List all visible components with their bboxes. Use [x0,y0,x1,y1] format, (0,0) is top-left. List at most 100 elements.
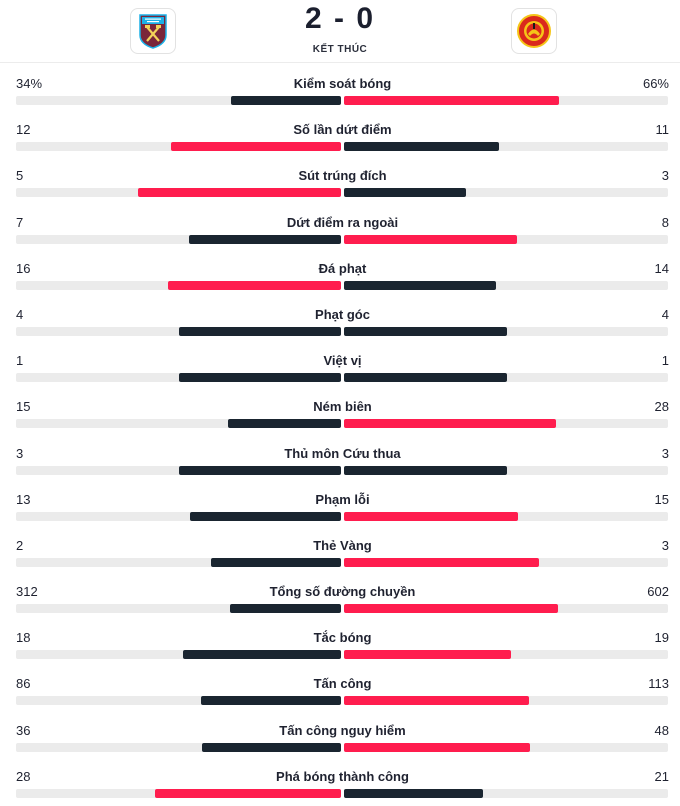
away-stat-bar [344,373,507,383]
stat-label: Dứt điểm ra ngoài [286,214,399,230]
home-stat-track [16,696,341,706]
stat-row: 2 Thẻ Vàng 3 [0,528,680,574]
away-stat-value: 11 [655,122,670,138]
away-stat-value: 19 [654,630,669,646]
stat-row: 36 Tấn công nguy hiểm 48 [0,713,680,759]
home-stat-value: 18 [16,630,31,646]
away-stat-value: 4 [661,306,669,322]
away-stat-bar [344,188,466,198]
away-stat-bar [344,234,518,244]
stat-row: 16 Đá phạt 14 [0,251,680,297]
stat-label: Ném biên [313,399,372,415]
home-stat-bar [227,419,341,429]
stat-row: 18 Tắc bóng 19 [0,620,680,666]
home-stat-bar [171,142,341,152]
away-stat-bar [344,326,507,336]
home-stat-bar [178,465,341,475]
away-stat-value: 15 [654,491,669,507]
west-ham-crest-icon [139,14,167,49]
stat-label: Phạt góc [315,306,370,322]
stat-row: 5 Sút trúng đích 3 [0,158,680,204]
stat-label: Kiểm soát bóng [293,76,392,91]
away-stat-value: 48 [654,722,669,738]
away-stat-track [344,373,668,383]
home-stat-value: 13 [16,491,31,507]
home-stat-track [16,557,341,567]
home-stat-bar [189,234,341,244]
away-stat-bar [344,511,519,521]
stats-list: 34% Kiểm soát bóng 66% 12 Số lần dứt điểm 11 5… [0,66,680,805]
away-stat-value: 113 [648,676,669,692]
stat-row: 1 Việt vị 1 [0,343,680,389]
home-stat-track [16,326,341,336]
away-stat-track [344,557,668,567]
stat-row: 15 Ném biên 28 [0,389,680,435]
home-stat-bar [167,280,341,290]
stat-label: Thẻ Vàng [313,537,372,553]
away-stat-track [344,788,668,798]
home-stat-bar [182,650,341,660]
home-stat-bar [201,742,341,752]
home-stat-track [16,650,341,660]
away-stat-value: 602 [647,584,669,600]
home-stat-value: 312 [16,584,38,600]
match-header: 2 - 0 KẾT THÚC [0,0,680,63]
away-stat-value: 66% [642,76,669,91]
home-stat-value: 86 [16,676,31,692]
stat-label: Số lần dứt điểm [293,122,392,138]
away-stat-track [344,234,668,244]
stat-label: Phạm lỗi [315,491,370,507]
away-stat-bar [344,142,500,152]
stat-row: 34% Kiểm soát bóng 66% [0,66,680,112]
stat-row: 12 Số lần dứt điểm 11 [0,112,680,158]
stat-label: Đá phạt [318,260,367,276]
home-stat-value: 4 [16,306,24,322]
away-stat-track [344,511,668,521]
away-stat-track [344,419,668,429]
home-stat-bar [137,188,341,198]
away-stat-bar [344,96,559,105]
match-score: 2 - 0 [304,2,376,35]
home-stat-track [16,465,341,475]
home-stat-bar [230,604,341,614]
home-stat-value: 28 [16,768,31,784]
home-stat-value: 36 [16,722,31,738]
away-stat-track [344,650,668,660]
home-stat-value: 7 [16,214,24,230]
home-stat-value: 12 [16,122,31,138]
home-stat-value: 2 [16,537,24,553]
home-stat-track [16,419,341,429]
home-stat-value: 3 [16,445,24,461]
away-stat-value: 14 [654,260,669,276]
home-stat-track [16,234,341,244]
away-stat-value: 3 [661,445,669,461]
away-stat-track [344,280,668,290]
home-stat-track [16,511,341,521]
away-stat-track [344,696,668,706]
away-stat-value: 1 [661,353,669,369]
home-stat-track [16,742,341,752]
away-stat-value: 28 [654,399,669,415]
home-stat-value: 1 [16,353,24,369]
stat-label: Tổng số đường chuyền [269,584,416,600]
away-stat-bar [344,280,496,290]
away-stat-bar [344,419,556,429]
away-stat-track [344,142,668,152]
home-stat-bar [178,326,341,336]
stat-label: Tắc bóng [313,630,372,646]
home-team-crest[interactable] [130,8,176,54]
home-stat-bar [230,96,341,105]
home-stat-track [16,188,341,198]
home-stat-bar [155,788,341,798]
match-status: KẾT THÚC [312,44,368,55]
stat-row: 7 Dứt điểm ra ngoài 8 [0,205,680,251]
stat-label: Thủ môn Cứu thua [284,445,401,461]
stat-row: 312 Tổng số đường chuyền 602 [0,574,680,620]
man-utd-crest-icon [517,14,551,48]
stat-row: 3 Thủ môn Cứu thua 3 [0,436,680,482]
away-stat-bar [344,557,539,567]
home-stat-track [16,373,341,383]
home-stat-value: 15 [16,399,31,415]
away-team-crest[interactable] [511,8,557,54]
home-stat-bar [200,696,341,706]
